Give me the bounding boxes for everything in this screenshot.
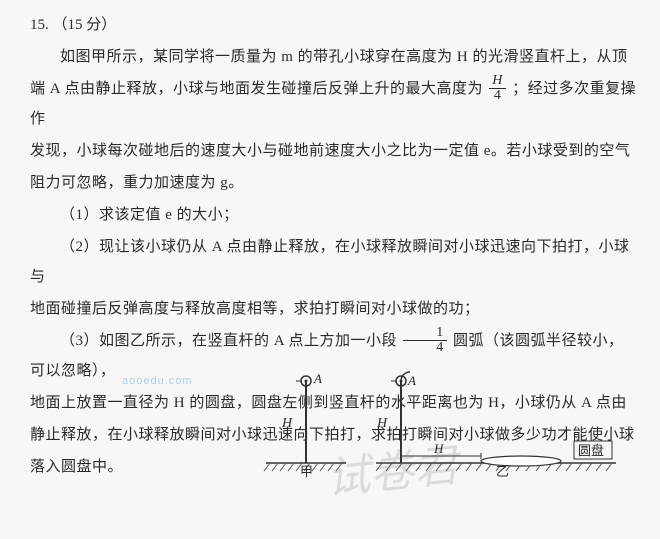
figure-area: A H 甲	[256, 363, 626, 478]
label-jia: 甲	[300, 464, 313, 478]
label-disk: 圆盘	[578, 443, 604, 458]
fraction-h-over-4: H 4	[489, 74, 506, 103]
label-H3: H	[433, 441, 444, 456]
fraction-1-over-4: 1 4	[403, 326, 447, 355]
part-2b: 地面碰撞后反弹高度与释放高度相等，求拍打瞬间对小球做的功；	[30, 294, 638, 324]
label-H1: H	[281, 416, 293, 431]
text: （3）如图乙所示，在竖直杆的 A 点上方加一小段	[60, 333, 397, 349]
text: 发现，小球每次碰地后的速度大小与碰地前速度大小之比为一定值 e。若小球受到的空气	[30, 143, 630, 159]
text: （2）现让该小球仍从 A 点由静止释放，在小球释放瞬间对小球迅速向下拍打，小球与	[30, 239, 630, 285]
part-2a: （2）现让该小球仍从 A 点由静止释放，在小球释放瞬间对小球迅速向下拍打，小球与	[30, 232, 638, 292]
text: （1）求该定值 e 的大小；	[60, 207, 239, 223]
label-H2: H	[376, 416, 388, 431]
body-line-3: 发现，小球每次碰地后的速度大小与碰地前速度大小之比为一定值 e。若小球受到的空气	[30, 136, 638, 166]
disk-icon	[481, 456, 561, 466]
body-line-2: 端 A 点由静止释放，小球与地面发生碰撞后反弹上升的最大高度为 H 4 ；经过多…	[30, 74, 638, 134]
text: 如图甲所示，某同学将一质量为 m 的带孔小球穿在高度为 H 的光滑竖直杆上，从顶	[60, 49, 628, 65]
numerator: 1	[403, 326, 447, 341]
denominator: 4	[403, 341, 447, 355]
text: 端 A 点由静止释放，小球与地面发生碰撞后反弹上升的最大高度为	[30, 81, 483, 97]
label-A1: A	[313, 371, 322, 386]
text: 地面碰撞后反弹高度与释放高度相等，求拍打瞬间对小球做的功；	[30, 301, 480, 317]
question-points: （15 分）	[53, 17, 117, 33]
text: 落入圆盘中。	[30, 459, 123, 475]
part-1: （1）求该定值 e 的大小；	[30, 200, 638, 230]
text: 阻力可忽略，重力加速度为 g。	[30, 175, 244, 191]
figure-yi: A H H 圆盘 乙	[376, 372, 616, 478]
body-line-4: 阻力可忽略，重力加速度为 g。	[30, 168, 638, 198]
body-line-1: 如图甲所示，某同学将一质量为 m 的带孔小球穿在高度为 H 的光滑竖直杆上，从顶	[30, 42, 638, 72]
numerator: H	[489, 74, 506, 89]
question-number: 15.	[30, 17, 49, 33]
denominator: 4	[489, 89, 506, 103]
question-number-line: 15. （15 分）	[30, 10, 638, 40]
figure-jia: A H 甲	[264, 371, 346, 478]
figure-svg: A H 甲	[256, 363, 626, 478]
watermark-small: aooedu.com	[122, 370, 193, 392]
label-A2: A	[407, 373, 416, 388]
page: 15. （15 分） 如图甲所示，某同学将一质量为 m 的带孔小球穿在高度为 H…	[0, 0, 660, 482]
label-yi: 乙	[496, 464, 509, 478]
